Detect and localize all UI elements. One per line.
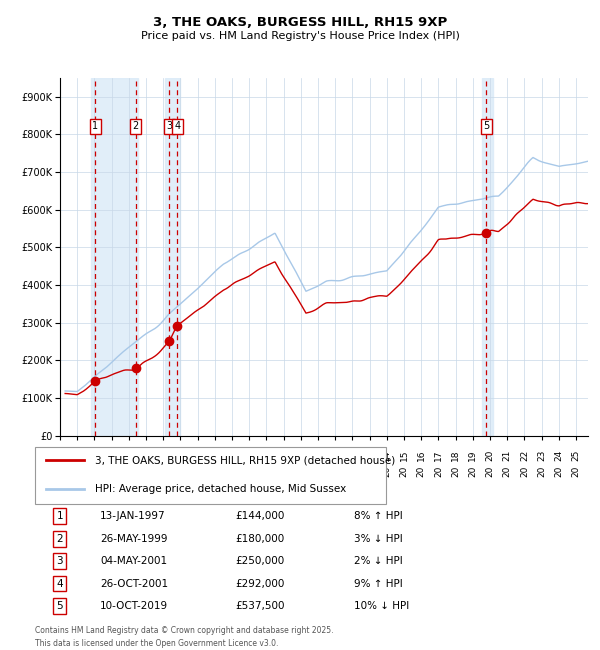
- Text: 03: 03: [193, 449, 202, 461]
- Text: 10: 10: [313, 449, 322, 461]
- Text: 19: 19: [124, 466, 133, 478]
- Text: 3, THE OAKS, BURGESS HILL, RH15 9XP: 3, THE OAKS, BURGESS HILL, RH15 9XP: [153, 16, 447, 29]
- Text: 20: 20: [485, 466, 494, 478]
- Text: 98: 98: [107, 449, 116, 461]
- Text: £292,000: £292,000: [235, 578, 284, 589]
- Text: £144,000: £144,000: [235, 511, 284, 521]
- Text: 20: 20: [554, 466, 563, 478]
- Text: 09: 09: [296, 449, 305, 461]
- Text: 19: 19: [107, 466, 116, 478]
- Text: 10-OCT-2019: 10-OCT-2019: [100, 601, 169, 611]
- Text: 20: 20: [434, 466, 443, 478]
- Text: 20: 20: [365, 466, 374, 478]
- Text: 1: 1: [56, 511, 63, 521]
- Text: 04: 04: [210, 449, 219, 461]
- Text: 20: 20: [503, 466, 512, 478]
- Text: 20: 20: [193, 466, 202, 478]
- Text: 20: 20: [537, 466, 546, 478]
- Text: £537,500: £537,500: [235, 601, 285, 611]
- Text: 08: 08: [279, 449, 288, 461]
- Text: 20: 20: [416, 466, 425, 478]
- Text: 20: 20: [313, 466, 322, 478]
- Text: 00: 00: [142, 449, 151, 461]
- Text: 06: 06: [245, 449, 254, 461]
- Text: Price paid vs. HM Land Registry's House Price Index (HPI): Price paid vs. HM Land Registry's House …: [140, 31, 460, 41]
- Text: 2: 2: [133, 122, 139, 131]
- FancyBboxPatch shape: [35, 447, 386, 504]
- Bar: [482, 78, 493, 436]
- Text: 4: 4: [56, 578, 63, 589]
- Text: 95: 95: [56, 449, 65, 461]
- Text: 20: 20: [331, 466, 340, 478]
- Bar: [91, 78, 138, 436]
- Text: 13-JAN-1997: 13-JAN-1997: [100, 511, 166, 521]
- Bar: [165, 78, 179, 436]
- Text: 14: 14: [382, 449, 391, 461]
- Text: £250,000: £250,000: [235, 556, 284, 566]
- Text: 5: 5: [483, 122, 490, 131]
- Text: 20: 20: [451, 466, 460, 478]
- Text: 21: 21: [503, 449, 512, 461]
- Text: 07: 07: [262, 449, 271, 461]
- Text: 2% ↓ HPI: 2% ↓ HPI: [354, 556, 403, 566]
- Text: 20: 20: [382, 466, 391, 478]
- Text: 05: 05: [227, 449, 236, 461]
- Text: 20: 20: [262, 466, 271, 478]
- Text: 3, THE OAKS, BURGESS HILL, RH15 9XP (detached house): 3, THE OAKS, BURGESS HILL, RH15 9XP (det…: [95, 455, 395, 465]
- Text: 20: 20: [348, 466, 357, 478]
- Text: Contains HM Land Registry data © Crown copyright and database right 2025.: Contains HM Land Registry data © Crown c…: [35, 626, 334, 635]
- Text: 99: 99: [124, 449, 133, 461]
- Text: 20: 20: [485, 449, 494, 461]
- Text: 19: 19: [468, 449, 477, 461]
- Text: 01: 01: [158, 449, 167, 461]
- Text: 20: 20: [142, 466, 151, 478]
- Text: 20: 20: [520, 466, 529, 478]
- Text: 19: 19: [73, 466, 82, 478]
- Text: 20: 20: [571, 466, 580, 478]
- Text: 97: 97: [90, 449, 99, 461]
- Text: 20: 20: [227, 466, 236, 478]
- Text: 3% ↓ HPI: 3% ↓ HPI: [354, 534, 403, 543]
- Text: 20: 20: [400, 466, 409, 478]
- Text: 9% ↑ HPI: 9% ↑ HPI: [354, 578, 403, 589]
- Text: 20: 20: [245, 466, 254, 478]
- Text: 5: 5: [56, 601, 63, 611]
- Text: 20: 20: [176, 466, 185, 478]
- Text: 19: 19: [90, 466, 99, 478]
- Text: 20: 20: [296, 466, 305, 478]
- Text: 10% ↓ HPI: 10% ↓ HPI: [354, 601, 409, 611]
- Text: 2: 2: [56, 534, 63, 543]
- Text: 3: 3: [166, 122, 172, 131]
- Text: 4: 4: [174, 122, 181, 131]
- Text: 20: 20: [468, 466, 477, 478]
- Text: 3: 3: [56, 556, 63, 566]
- Text: HPI: Average price, detached house, Mid Sussex: HPI: Average price, detached house, Mid …: [95, 484, 346, 494]
- Text: 04-MAY-2001: 04-MAY-2001: [100, 556, 167, 566]
- Text: 15: 15: [400, 449, 409, 461]
- Text: 25: 25: [571, 449, 580, 461]
- Text: 26-OCT-2001: 26-OCT-2001: [100, 578, 169, 589]
- Text: 22: 22: [520, 449, 529, 461]
- Text: 11: 11: [331, 449, 340, 461]
- Text: 12: 12: [348, 449, 357, 461]
- Text: 20: 20: [158, 466, 167, 478]
- Text: 96: 96: [73, 449, 82, 461]
- Text: 8% ↑ HPI: 8% ↑ HPI: [354, 511, 403, 521]
- Text: 26-MAY-1999: 26-MAY-1999: [100, 534, 168, 543]
- Text: 20: 20: [210, 466, 219, 478]
- Text: 20: 20: [279, 466, 288, 478]
- Text: 23: 23: [537, 449, 546, 461]
- Text: 18: 18: [451, 449, 460, 461]
- Text: 02: 02: [176, 449, 185, 461]
- Text: 13: 13: [365, 449, 374, 461]
- Text: 16: 16: [416, 449, 425, 461]
- Text: 1: 1: [92, 122, 98, 131]
- Text: 17: 17: [434, 449, 443, 461]
- Text: This data is licensed under the Open Government Licence v3.0.: This data is licensed under the Open Gov…: [35, 639, 279, 648]
- Text: 24: 24: [554, 449, 563, 461]
- Text: £180,000: £180,000: [235, 534, 284, 543]
- Text: 19: 19: [56, 466, 65, 478]
